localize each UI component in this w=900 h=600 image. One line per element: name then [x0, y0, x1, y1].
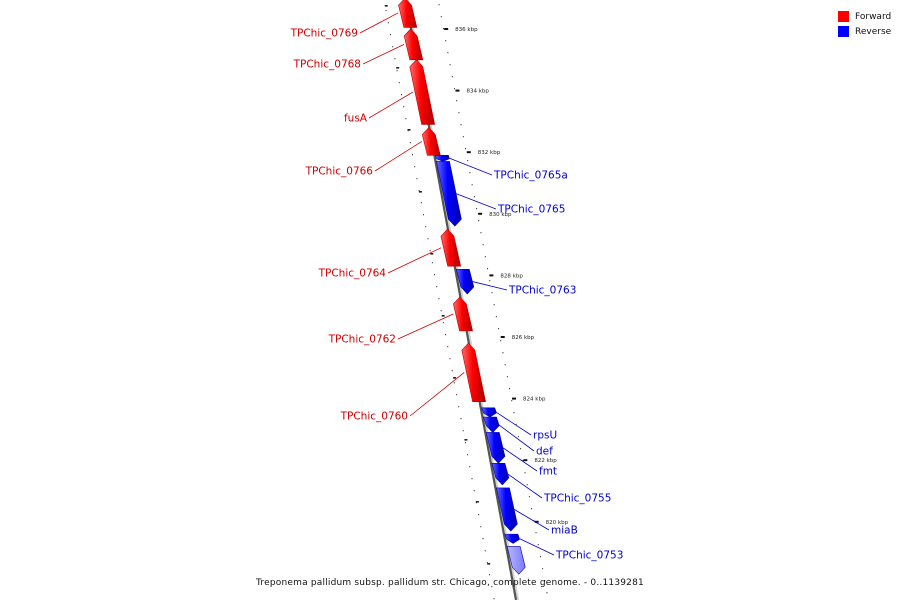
- gene-arrow[interactable]: [409, 59, 436, 125]
- reverse-swatch: [838, 26, 849, 37]
- gene-arrow[interactable]: [485, 432, 506, 464]
- tick-label: 828 kbp: [500, 273, 523, 279]
- gene-label[interactable]: TPChic_0763: [508, 285, 576, 297]
- gene-label[interactable]: rpsU: [533, 430, 557, 442]
- gene-leader-line: [359, 12, 399, 34]
- legend-reverse: Reverse: [838, 24, 891, 39]
- gene-layer: [398, 0, 526, 575]
- gene-leader-line: [507, 473, 543, 499]
- gene-leader-line: [368, 91, 413, 119]
- gene-leader-line: [519, 538, 555, 556]
- tick-label: 830 kbp: [489, 212, 512, 218]
- gene-arrow[interactable]: [481, 407, 497, 418]
- gene-arrow[interactable]: [461, 342, 486, 402]
- gene-leader-line: [449, 157, 493, 176]
- gene-label[interactable]: TPChic_0753: [555, 550, 623, 562]
- gene-label[interactable]: TPChic_0755: [543, 493, 611, 505]
- scale-dots: [384, 4, 548, 600]
- legend-forward: Forward: [838, 9, 891, 24]
- gene-leader-line: [498, 424, 535, 452]
- gene-leader-line: [387, 247, 442, 274]
- legend: Forward Reverse: [838, 9, 891, 39]
- gene-label[interactable]: fusA: [344, 113, 368, 125]
- tick-label: 834 kbp: [466, 89, 489, 95]
- gene-label[interactable]: TPChic_0764: [318, 268, 387, 280]
- gene-arrow[interactable]: [455, 268, 475, 295]
- gene-arrow[interactable]: [453, 296, 473, 332]
- legend-forward-label: Forward: [855, 11, 892, 22]
- tick-label: 820 kbp: [546, 520, 569, 526]
- gene-label[interactable]: TPChic_0765: [497, 204, 565, 216]
- gene-arrow[interactable]: [421, 127, 441, 156]
- forward-swatch: [838, 11, 849, 22]
- gene-arrow[interactable]: [434, 154, 450, 162]
- tick-label: 822 kbp: [534, 458, 557, 464]
- gene-label[interactable]: TPChic_0760: [340, 411, 408, 423]
- gene-label[interactable]: fmt: [539, 466, 557, 478]
- gene-arrow[interactable]: [496, 487, 518, 532]
- gene-label[interactable]: TPChic_0766: [305, 166, 374, 178]
- gene-leader-line: [397, 313, 454, 340]
- gene-label-layer: TPChic_0769 TPChic_0768 fusA TPChic_0766 TPC…: [290, 12, 623, 562]
- tick-layer: 836 kbp 834 kbp 832 kbp 830 kbp 828 kbp 826 k…: [444, 27, 569, 526]
- tick-label: 824 kbp: [523, 397, 546, 403]
- gene-label[interactable]: TPChic_0769: [290, 28, 358, 40]
- gene-leader-line: [409, 372, 465, 417]
- gene-arrow[interactable]: [403, 28, 424, 61]
- genome-caption: Treponema pallidum subsp. pallidum str. …: [256, 578, 644, 588]
- gene-leader-line: [456, 193, 497, 210]
- tick-label: 826 kbp: [512, 335, 535, 341]
- gene-arrow[interactable]: [504, 533, 520, 544]
- gene-arrow[interactable]: [436, 161, 462, 227]
- gene-leader-line: [496, 412, 532, 436]
- gene-arrow[interactable]: [440, 228, 462, 267]
- gene-leader-line: [472, 281, 508, 291]
- gene-leader-line: [514, 509, 550, 531]
- gene-arrow[interactable]: [398, 0, 418, 28]
- gene-arrow[interactable]: [491, 462, 510, 486]
- gene-leader-line: [362, 44, 405, 65]
- gene-label[interactable]: miaB: [551, 525, 578, 537]
- tick-label: 836 kbp: [455, 27, 478, 33]
- gene-label[interactable]: TPChic_0765a: [493, 170, 568, 182]
- gene-label[interactable]: TPChic_0768: [293, 59, 361, 71]
- tick-label: 832 kbp: [478, 150, 501, 156]
- gene-leader-line: [374, 141, 423, 172]
- legend-reverse-label: Reverse: [855, 26, 892, 37]
- gene-label[interactable]: def: [536, 446, 553, 458]
- gene-label[interactable]: TPChic_0762: [328, 334, 396, 346]
- gene-arrow[interactable]: [482, 416, 500, 433]
- gene-leader-line: [502, 447, 538, 472]
- gene-arrow[interactable]: [506, 546, 526, 575]
